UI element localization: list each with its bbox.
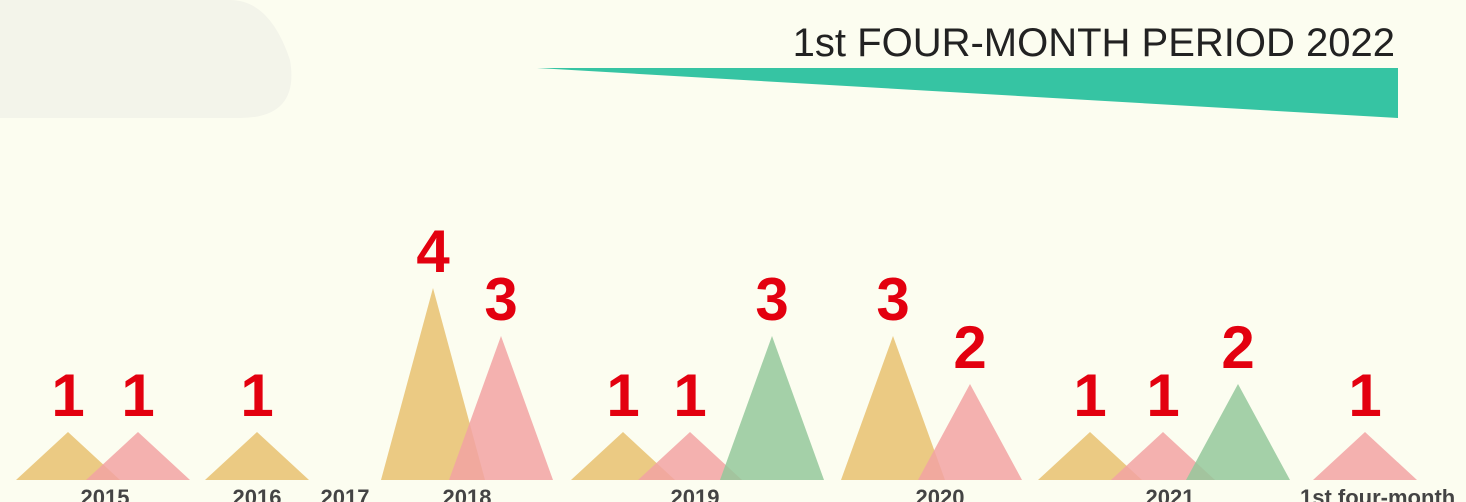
triangle (449, 336, 553, 480)
triangle (571, 432, 675, 480)
decor-shape (0, 0, 292, 118)
value-label: 2 (1221, 314, 1254, 381)
category-label: 2017 (321, 485, 370, 502)
value-label: 3 (876, 266, 909, 333)
triangle (841, 336, 945, 480)
triangle (205, 432, 309, 480)
value-label: 1 (240, 362, 273, 429)
value-label: 1 (1073, 362, 1106, 429)
category-label: 2020 (916, 485, 965, 502)
triangle (1038, 432, 1142, 480)
triangle (381, 288, 485, 480)
value-label: 1 (51, 362, 84, 429)
triangle (16, 432, 120, 480)
value-label: 1 (606, 362, 639, 429)
triangle (918, 384, 1022, 480)
triangle (720, 336, 824, 480)
value-label: 4 (416, 218, 450, 285)
triangle (1313, 432, 1417, 480)
value-label: 1 (1146, 362, 1179, 429)
value-label: 3 (755, 266, 788, 333)
category-label: 1st four-month (1300, 485, 1455, 502)
category-label: 2018 (443, 485, 492, 502)
category-label: 2015 (81, 485, 130, 502)
subtitle: 1st FOUR-MONTH PERIOD 2022 (793, 21, 1395, 65)
triangle (638, 432, 742, 480)
value-label: 2 (953, 314, 986, 381)
category-label: 2019 (671, 485, 720, 502)
value-label: 1 (1348, 362, 1381, 429)
title-wedge (537, 68, 1398, 118)
value-label: 1 (673, 362, 706, 429)
value-label: 1 (121, 362, 154, 429)
triangle (1186, 384, 1290, 480)
category-label: 2021 (1146, 485, 1195, 502)
triangle (86, 432, 190, 480)
category-label: 2016 (233, 485, 282, 502)
triangle (1111, 432, 1215, 480)
value-label: 3 (484, 266, 517, 333)
